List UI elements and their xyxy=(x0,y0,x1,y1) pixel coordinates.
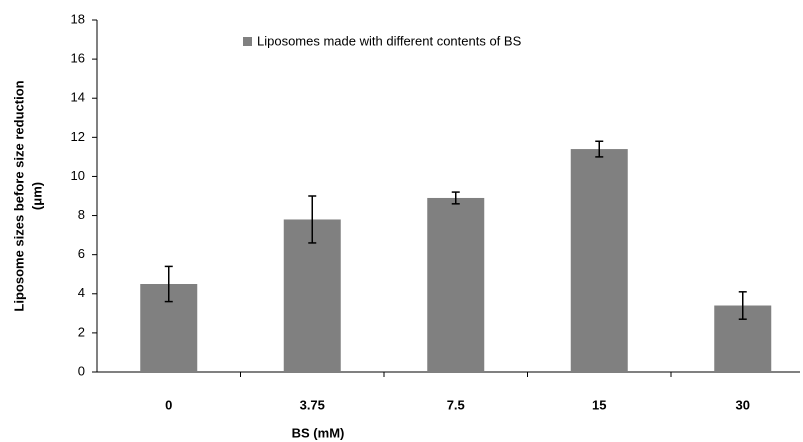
x-tick-label: 7.5 xyxy=(447,397,465,412)
x-tick-label: 15 xyxy=(592,397,606,412)
y-tick-label: 0 xyxy=(78,363,85,378)
y-axis-label: Liposome sizes before size reduction xyxy=(11,80,26,311)
legend-swatch xyxy=(243,37,252,46)
legend-label: Liposomes made with different contents o… xyxy=(257,33,522,48)
x-tick-label: 30 xyxy=(736,397,750,412)
y-tick-label: 4 xyxy=(78,285,85,300)
y-tick-label: 8 xyxy=(78,207,85,222)
x-axis-label: BS (mM) xyxy=(292,425,345,440)
bar xyxy=(283,219,341,372)
error-bar xyxy=(164,265,173,303)
error-bar xyxy=(595,140,604,158)
error-bar xyxy=(738,291,747,320)
error-bar xyxy=(308,195,317,244)
y-tick-label: 6 xyxy=(78,246,85,261)
error-bar xyxy=(451,191,460,205)
x-tick-label: 3.75 xyxy=(300,397,325,412)
y-tick-label: 10 xyxy=(71,168,85,183)
y-tick-label: 14 xyxy=(71,90,85,105)
y-tick-label: 16 xyxy=(71,51,85,66)
y-tick-label: 2 xyxy=(78,324,85,339)
y-tick-label: 12 xyxy=(71,129,85,144)
x-tick-label: 0 xyxy=(165,397,172,412)
y-tick-label: 18 xyxy=(71,11,85,26)
y-axis-label: (μm) xyxy=(29,182,44,210)
bar xyxy=(570,149,628,372)
bar xyxy=(427,197,485,372)
